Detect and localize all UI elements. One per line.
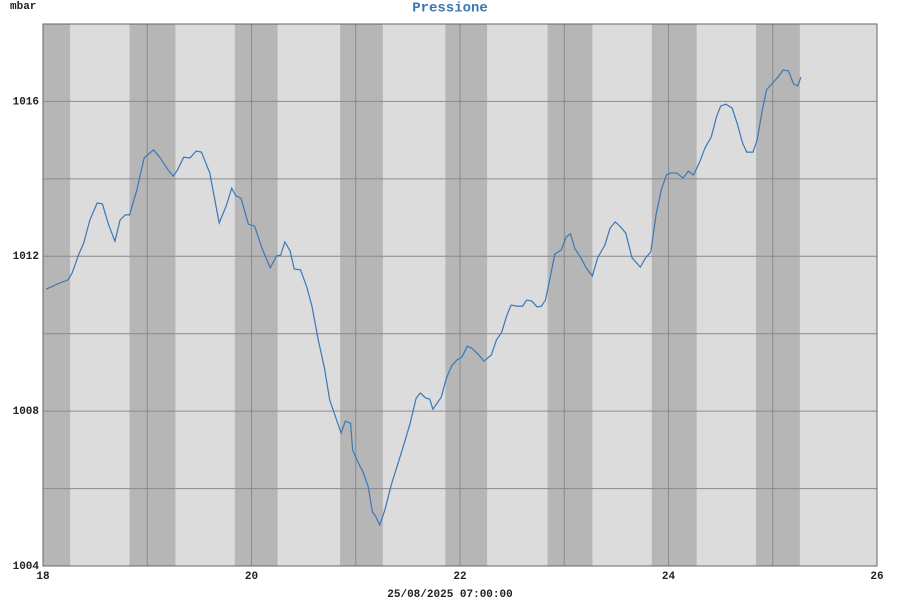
chart-title: Pressione <box>412 1 488 17</box>
night-band <box>547 24 593 566</box>
line <box>45 69 802 527</box>
x-tick-label: 24 <box>662 571 676 583</box>
y-tick-label: 1012 <box>13 251 39 263</box>
night-band <box>340 24 383 566</box>
y-tick-label: 1004 <box>13 561 40 573</box>
y-tick-label: 1016 <box>13 96 39 108</box>
night-band <box>234 24 278 566</box>
x-tick-label: 18 <box>36 571 50 583</box>
y-tick-label: 1008 <box>13 406 40 418</box>
x-axis-label: 25/08/2025 07:00:00 <box>387 589 512 600</box>
x-tick-label: 26 <box>870 571 883 583</box>
x-tick-label: 20 <box>245 571 258 583</box>
x-tick-label: 22 <box>453 571 466 583</box>
y-axis-label: mbar <box>10 1 36 13</box>
night-band <box>651 24 697 566</box>
night-band <box>445 24 488 566</box>
night-band <box>43 24 71 566</box>
night-band <box>129 24 176 566</box>
plot-border <box>42 23 878 567</box>
night-band <box>756 24 800 566</box>
